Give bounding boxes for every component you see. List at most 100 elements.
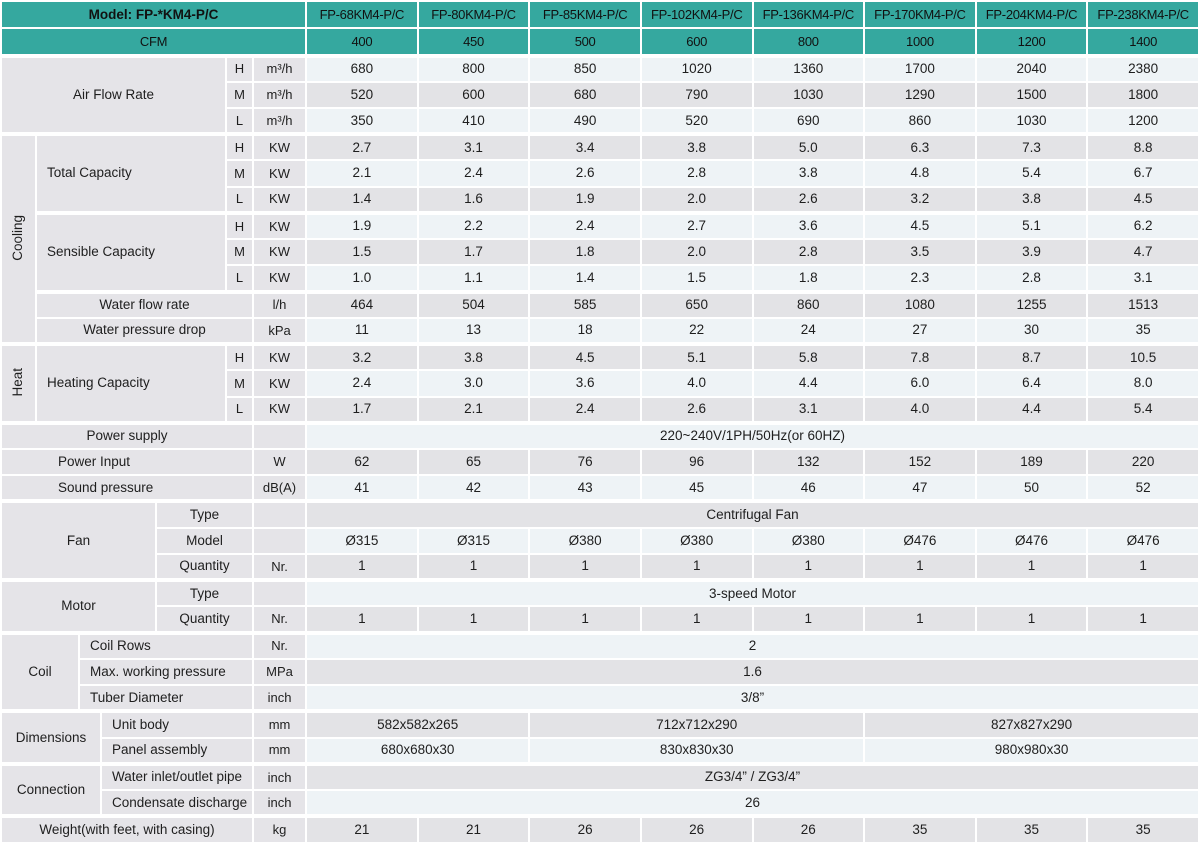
data-cell: 5.4 (974, 159, 1089, 188)
unit-cell: MPa (251, 657, 308, 687)
data-cell: 42 (416, 474, 531, 503)
data-cell: 2.1 (416, 395, 531, 424)
unit-cell: dB(A) (251, 474, 308, 503)
data-cell: 1.5 (639, 264, 754, 293)
unit-cell: L (225, 395, 254, 424)
data-cell: 3.8 (416, 342, 531, 372)
unit-cell: KW (251, 132, 308, 162)
data-cell: 504 (416, 289, 531, 319)
data-cell: Ø315 (305, 526, 419, 555)
unit-cell: m³/h (251, 53, 308, 83)
data-cell: 8.8 (1086, 132, 1200, 162)
row-label: Power Input (0, 448, 254, 477)
span-value-cell: 3-speed Motor (305, 578, 1200, 608)
section-label: Heat (0, 342, 37, 424)
data-cell: 6.4 (974, 369, 1089, 398)
data-cell: 1030 (751, 80, 866, 109)
data-cell: 1 (974, 605, 1089, 634)
header-cell: FP-80KM4-P/C (416, 0, 531, 30)
row-label: Water flow rate (35, 289, 254, 319)
data-cell: 3.5 (863, 238, 977, 267)
data-cell: 2.4 (416, 159, 531, 188)
data-cell: 860 (751, 289, 866, 319)
data-cell: 4.5 (1086, 185, 1200, 214)
data-cell: 1700 (863, 53, 977, 83)
data-cell: 1 (528, 552, 642, 582)
unit-cell: L (225, 185, 254, 214)
data-cell: 790 (639, 80, 754, 109)
data-cell: 2380 (1086, 53, 1200, 83)
data-cell: 2.7 (305, 132, 419, 162)
data-cell: 6.3 (863, 132, 977, 162)
data-cell: 1.4 (528, 264, 642, 293)
data-cell: 1.1 (416, 264, 531, 293)
data-cell: 35 (863, 814, 977, 844)
data-cell: 65 (416, 448, 531, 477)
row-label: Type (155, 578, 254, 608)
unit-cell: M (225, 159, 254, 188)
data-cell: 2.1 (305, 159, 419, 188)
data-cell: 21 (305, 814, 419, 844)
unit-cell: kg (251, 814, 308, 844)
data-cell: 35 (1086, 814, 1200, 844)
data-cell: 2.7 (639, 210, 754, 241)
data-cell: 1 (1086, 605, 1200, 634)
data-cell: 6.0 (863, 369, 977, 398)
data-cell: 43 (528, 474, 642, 503)
unit-cell: KW (251, 395, 308, 424)
unit-cell: inch (251, 761, 308, 792)
data-cell: 520 (639, 106, 754, 136)
data-cell: 850 (528, 53, 642, 83)
data-cell: 26 (751, 814, 866, 844)
data-cell: 1.5 (305, 238, 419, 267)
data-cell: 62 (305, 448, 419, 477)
header-cell: 800 (751, 27, 866, 57)
data-cell: 22 (639, 316, 754, 346)
data-cell: Ø476 (974, 526, 1089, 555)
data-cell: 24 (751, 316, 866, 346)
unit-cell: KW (251, 238, 308, 267)
data-cell: 350 (305, 106, 419, 136)
data-cell: 45 (639, 474, 754, 503)
data-cell: 1 (751, 552, 866, 582)
row-label: Tuber Diameter (78, 684, 254, 713)
row-label: Unit body (100, 709, 254, 739)
data-cell: 8.7 (974, 342, 1089, 372)
data-cell: 35 (974, 814, 1089, 844)
data-cell: 1 (416, 605, 531, 634)
data-cell: 3.1 (751, 395, 866, 424)
data-cell: 50 (974, 474, 1089, 503)
row-label: Water pressure drop (35, 316, 254, 346)
data-cell: 1 (863, 605, 977, 634)
data-cell: 1 (305, 552, 419, 582)
span-value-cell: 712x712x290 (528, 709, 866, 739)
row-label: Water inlet/outlet pipe (100, 761, 254, 792)
data-cell: 7.3 (974, 132, 1089, 162)
data-cell: 1500 (974, 80, 1089, 109)
row-label: Air Flow Rate (0, 53, 227, 136)
data-cell: 2.0 (639, 238, 754, 267)
data-cell: 410 (416, 106, 531, 136)
unit-cell (251, 420, 308, 451)
data-cell: 4.7 (1086, 238, 1200, 267)
header-cell: 400 (305, 27, 419, 57)
unit-cell: Nr. (251, 630, 308, 660)
data-cell: Ø380 (528, 526, 642, 555)
data-cell: 4.8 (863, 159, 977, 188)
data-cell: 3.2 (863, 185, 977, 214)
span-value-cell: 220~240V/1PH/50Hz(or 60HZ) (305, 420, 1200, 451)
unit-cell (251, 499, 308, 529)
data-cell: 2.6 (751, 185, 866, 214)
unit-cell (251, 578, 308, 608)
data-cell: 1.8 (528, 238, 642, 267)
data-cell: 8.0 (1086, 369, 1200, 398)
data-cell: 1 (416, 552, 531, 582)
unit-cell: KW (251, 159, 308, 188)
row-label: Sensible Capacity (35, 210, 227, 293)
unit-cell: mm (251, 709, 308, 739)
section-label-text: Heat (10, 367, 26, 397)
row-label: Type (155, 499, 254, 529)
data-cell: 1030 (974, 106, 1089, 136)
data-cell: 3.2 (305, 342, 419, 372)
